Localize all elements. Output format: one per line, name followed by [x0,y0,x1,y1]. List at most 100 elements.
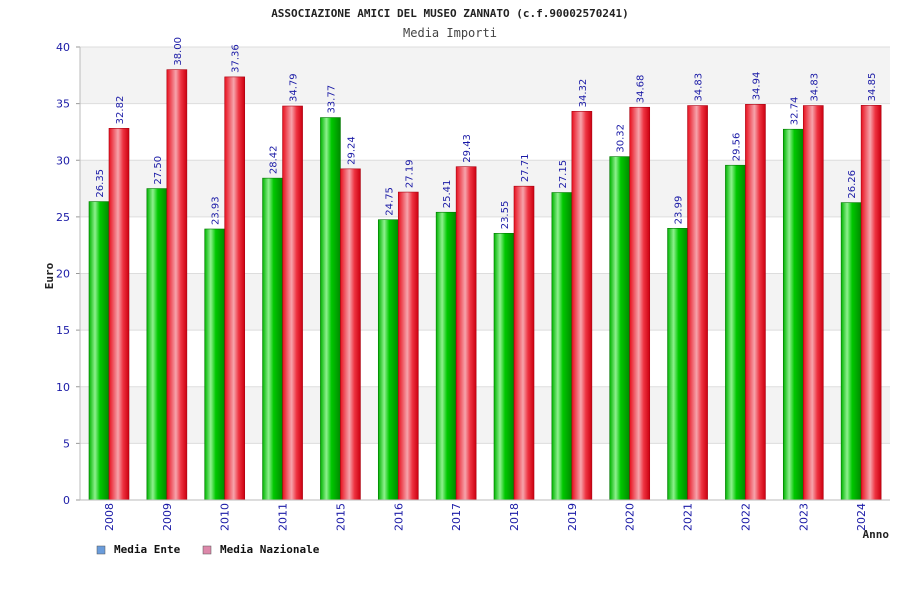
bar-media-ente-2010 [204,228,226,501]
value-label: 29.43 [462,134,473,163]
value-label: 28.42 [269,146,280,175]
value-label: 30.32 [616,124,627,153]
bars [88,69,882,501]
x-tick-label: 2023 [797,503,810,531]
y-tick-label: 10 [56,381,70,394]
value-label: 34.94 [751,72,762,101]
value-label: 32.74 [789,97,800,126]
bar-media-ente-2018 [493,232,515,501]
bar-media-nazionale-2009 [166,69,188,501]
value-label: 26.35 [95,169,106,198]
value-label: 29.24 [346,136,357,165]
y-tick-label: 25 [56,211,70,224]
value-label: 29.56 [731,133,742,162]
x-tick-label: 2010 [219,503,232,531]
value-label: 38.00 [173,37,184,66]
bar-media-ente-2016 [377,219,399,501]
y-tick-label: 20 [56,268,70,281]
legend-swatch-media-ente [96,545,106,555]
x-tick-label: 2024 [855,503,868,531]
grid-band [80,47,890,104]
x-axis-ticks: 2008 2009 2010 2011 2015 2016 2017 2018 2019 2020… [103,503,868,531]
y-tick-label: 0 [63,494,70,507]
bar-media-ente-2008 [88,201,110,501]
x-tick-label: 2022 [739,503,752,531]
bar-media-nazionale-2024 [860,105,882,501]
value-label: 23.93 [211,196,222,225]
bar-media-nazionale-2008 [108,128,130,501]
legend-label-media-ente: Media Ente [114,543,181,556]
bar-media-ente-2009 [146,188,168,501]
bar-media-ente-2021 [667,228,688,501]
value-label: 27.71 [520,154,531,183]
bar-media-ente-2019 [551,192,573,501]
grid-band [80,216,890,274]
bar-media-ente-2015 [320,117,341,501]
bar-media-ente-2011 [262,177,283,501]
legend-label-media-nazionale: Media Nazionale [220,543,320,556]
y-axis-label: Euro [43,262,56,289]
grid-band [80,386,890,444]
value-label: 37.36 [231,44,242,73]
x-axis-label: Anno [863,528,890,541]
value-label: 34.83 [809,73,820,102]
x-tick-label: 2017 [450,503,463,531]
value-label: 34.83 [694,73,705,102]
value-label: 34.68 [636,75,647,104]
x-tick-label: 2019 [566,503,579,531]
value-label: 27.19 [404,159,415,188]
bar-media-nazionale-2018 [513,185,535,501]
x-tick-label: 2009 [161,503,174,531]
bar-media-nazionale-2019 [571,111,593,501]
x-tick-label: 2018 [508,503,521,531]
grid-band [80,443,890,500]
grid-band [80,103,890,161]
x-tick-label: 2011 [277,503,290,531]
value-label: 32.82 [115,96,126,125]
value-label: 26.26 [847,170,858,199]
chart-subtitle: Media Importi [403,26,497,40]
y-axis-ticks: 0 5 10 15 20 25 30 35 40 [56,41,80,507]
value-label: 33.77 [326,85,337,114]
y-tick-label: 5 [63,437,70,450]
grid-band [80,273,890,331]
grid-band [80,330,890,387]
x-tick-label: 2021 [682,503,695,531]
value-label: 23.55 [500,201,511,230]
bar-media-ente-2023 [782,128,804,501]
y-tick-label: 15 [56,324,70,337]
value-labels: 26.35 32.82 27.50 38.00 23.93 37.36 28.42 34.79… [95,37,878,229]
x-tick-label: 2020 [624,503,637,531]
y-tick-label: 30 [56,154,70,167]
bar-media-nazionale-2021 [687,105,708,501]
value-label: 27.50 [153,156,164,185]
y-tick-label: 35 [56,98,70,111]
bar-media-nazionale-2010 [224,76,246,501]
x-tick-label: 2008 [103,503,116,531]
x-tick-label: 2016 [392,503,405,531]
bar-media-ente-2017 [435,211,457,501]
value-label: 34.85 [867,73,878,102]
value-label: 24.75 [384,187,395,216]
value-label: 23.99 [674,196,685,225]
value-label: 34.79 [289,73,300,102]
bar-media-nazionale-2022 [745,104,766,501]
legend-swatch-media-nazionale [202,545,212,555]
value-label: 25.41 [442,180,453,209]
bar-media-nazionale-2015 [340,168,361,501]
bar-media-ente-2020 [609,156,631,501]
y-tick-label: 40 [56,41,70,54]
bar-media-nazionale-2016 [397,191,419,501]
grid-band [80,160,890,217]
value-label: 34.32 [578,79,589,108]
bar-media-ente-2024 [840,202,862,501]
x-tick-label: 2015 [334,503,347,531]
bar-media-nazionale-2023 [802,105,824,501]
legend: Media Ente Media Nazionale [96,543,320,556]
chart-title: ASSOCIAZIONE AMICI DEL MUSEO ZANNATO (c.… [271,7,629,20]
bar-media-nazionale-2011 [282,105,303,501]
bar-media-nazionale-2017 [455,166,477,501]
bar-media-nazionale-2020 [629,106,651,501]
value-label: 27.15 [558,160,569,189]
